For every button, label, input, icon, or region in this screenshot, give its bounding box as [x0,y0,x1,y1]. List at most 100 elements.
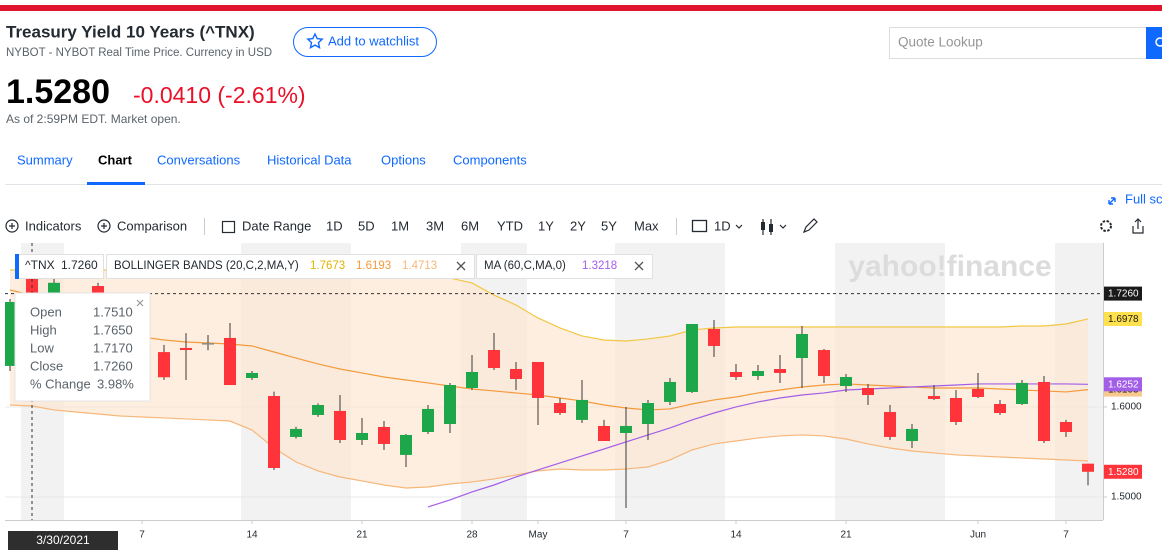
separator [676,218,677,235]
candle-body [202,343,214,345]
x-axis-line [5,520,1103,521]
axes: 1.5000 1.6000 7 14 21 28 May 7 14 21 Jun 7 3/30/2021 [8,402,1142,550]
candle-body [774,369,786,373]
legend-box [106,254,475,279]
tab[interactable]: Components [453,152,527,167]
tooltip-close[interactable] [136,299,144,307]
axis-tag-label: 1.6978 [1108,314,1139,325]
tooltip-label: Open [30,304,62,319]
tooltip-label: High [30,322,57,337]
watchlist-label[interactable]: Add to watchlist [328,33,419,48]
dropdown-arrow[interactable] [779,224,787,229]
legend-symbol: ^TNX [25,258,55,272]
period[interactable]: 1Y [538,218,554,233]
watchlist-border[interactable] [293,27,437,57]
legend-close[interactable] [634,261,644,271]
candle-body [268,395,280,468]
fullscreen-icon[interactable] [1108,197,1116,205]
tab[interactable]: Summary [17,152,73,167]
plot-area: yahoo!finance [5,243,1103,520]
candle-body [752,370,764,377]
tab-active[interactable]: Chart [98,152,133,167]
candle-body [356,432,368,441]
legend-value: 1.7260 [61,258,98,272]
search-box[interactable] [889,27,1158,59]
plus-icon[interactable] [97,219,111,233]
plus-icon[interactable] [9,223,15,229]
candle-body [972,388,984,397]
search-button[interactable] [1146,27,1162,59]
candle-body [576,399,588,420]
legend-box [15,254,104,279]
period[interactable]: 6M [461,218,479,233]
price: 1.5280 [6,73,110,111]
candle-body [642,403,654,424]
search-placeholder[interactable]: Quote Lookup [898,35,983,50]
tooltip: Open 1.7510 High 1.7650 Low 1.7170 Close… [14,292,151,402]
search[interactable]: Quote Lookup [889,27,1162,59]
candle-body [5,301,16,366]
star-icon[interactable] [306,32,324,49]
x-tick-label: 14 [246,530,258,541]
calendar-icon[interactable] [221,220,236,234]
candle-body [994,404,1006,414]
period[interactable]: 5D [358,218,375,233]
period[interactable]: 1D [326,218,343,233]
y-tick-label: 1.6000 [1111,402,1142,413]
period[interactable]: Max [634,218,659,233]
period[interactable]: YTD [497,218,523,233]
y-tick-label: 1.5000 [1111,492,1142,503]
crosshair-date: 3/30/2021 [36,533,90,547]
plus-icon[interactable] [5,219,19,233]
tab-underline [87,182,145,185]
indicators[interactable]: Indicators [25,218,82,233]
candle-body [862,387,874,396]
period[interactable]: 3M [426,218,444,233]
tooltip-value: 1.7260 [93,358,133,373]
fullscreen-label[interactable]: Full sc [1125,191,1162,206]
date-range[interactable]: Date Range [242,218,311,233]
candle-body [1016,382,1028,405]
axis-tag-label: 1.6252 [1108,379,1139,390]
candle-icon[interactable] [761,222,765,230]
legend-close[interactable] [456,261,466,271]
candle-body [664,381,676,402]
search-icon[interactable] [1155,37,1162,47]
legend: ^TNX 1.7260 BOLLINGER BANDS (20,C,2,MA,Y… [15,254,653,279]
y-axis-line [1103,243,1104,520]
settings-icon[interactable] [1100,220,1112,232]
plus-icon[interactable] [101,223,107,229]
crosshair-date-box [8,531,118,550]
watchlist-button[interactable]: Add to watchlist [293,27,437,57]
comparison[interactable]: Comparison [117,218,187,233]
candle-icon[interactable] [769,224,773,232]
draw-icon[interactable] [802,218,818,234]
x-tick-label: 21 [840,530,852,541]
period[interactable]: 2Y [570,218,586,233]
candle-body [532,361,544,398]
dropdown-arrow[interactable] [735,224,743,229]
legend-value: 1.3218 [582,260,617,272]
interval-icon[interactable] [691,219,708,233]
tab[interactable]: Options [381,152,426,167]
tooltip-value: 1.7170 [93,340,133,355]
candle-body [290,428,302,437]
watermark: yahoo!finance [848,250,1051,283]
candle-body [796,333,808,359]
price-change: -0.0410 (-2.61%) [133,82,306,108]
interval[interactable]: 1D [714,218,731,233]
candle-body [928,395,940,399]
tab[interactable]: Historical Data [267,152,352,167]
period[interactable]: 1M [391,218,409,233]
tab[interactable]: Conversations [157,152,241,167]
x-tick-label: 7 [139,530,145,541]
candle-body [444,385,456,424]
quote-subtitle: NYBOT - NYBOT Real Time Price. Currency … [6,47,272,59]
share-icon[interactable] [1132,218,1144,234]
candle-body [246,372,258,379]
period[interactable]: 5Y [601,218,617,233]
band-lower [9,404,1089,489]
tooltip-value: 1.7510 [93,304,133,319]
